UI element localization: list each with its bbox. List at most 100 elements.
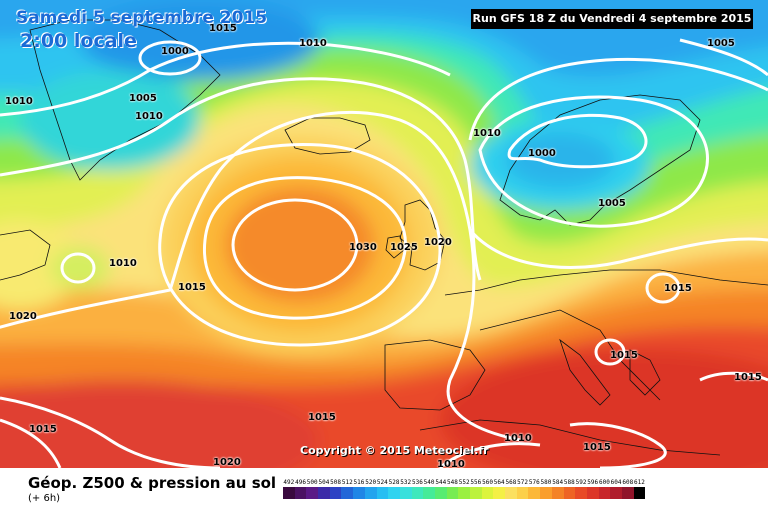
scale-label: 608 [622, 479, 634, 486]
scale-label: 548 [447, 479, 458, 486]
scale-swatch [341, 487, 354, 499]
scale-step: 536 [411, 478, 424, 499]
scale-label: 596 [587, 479, 599, 486]
scale-swatch [423, 487, 435, 499]
scale-step: 504 [318, 478, 330, 499]
scale-swatch [505, 487, 517, 499]
scale-label: 592 [575, 479, 587, 486]
scale-label: 496 [295, 479, 306, 486]
isobar-label: 1010 [109, 258, 137, 269]
isobar-label: 1015 [610, 350, 638, 361]
scale-step: 492 [283, 478, 295, 499]
scale-step: 524 [376, 478, 389, 499]
scale-step: 560 [481, 478, 494, 499]
scale-swatch [633, 487, 646, 499]
scale-label: 580 [540, 479, 552, 486]
scale-step: 612 [633, 478, 646, 499]
scale-step: 556 [470, 478, 482, 499]
scale-label: 584 [552, 479, 564, 486]
map-caption: Géop. Z500 & pression au sol [28, 474, 277, 492]
scale-swatch [586, 487, 599, 499]
scale-step: 604 [610, 478, 622, 499]
scale-swatch [610, 487, 622, 499]
scale-swatch [329, 487, 342, 499]
scale-swatch [575, 487, 587, 499]
scale-step: 584 [551, 478, 564, 499]
isobar-label: 1030 [349, 242, 377, 253]
scale-label: 612 [634, 479, 645, 486]
isobar-label: 1005 [129, 93, 157, 104]
scale-step: 580 [540, 478, 552, 499]
scale-swatch [528, 487, 541, 499]
footer: Géop. Z500 & pression au sol (+ 6h) 492 4… [0, 468, 768, 512]
isobar-label: 1025 [390, 242, 418, 253]
scale-swatch [294, 487, 307, 499]
scale-label: 568 [505, 479, 517, 486]
scale-swatch [283, 487, 295, 499]
scale-swatch [353, 487, 365, 499]
isobar-label: 1015 [29, 424, 57, 435]
isobar-label: 1000 [528, 148, 556, 159]
scale-step: 544 [434, 478, 447, 499]
scale-label: 572 [517, 479, 529, 486]
scale-label: 540 [423, 479, 435, 486]
scale-label: 492 [283, 479, 295, 486]
scale-label: 520 [365, 479, 377, 486]
scale-swatch [376, 487, 389, 499]
scale-step: 572 [516, 478, 529, 499]
scale-swatch [598, 487, 611, 499]
weather-map: 1015 1010 1005 1000 1010 1005 1010 1010 … [0, 0, 768, 468]
isobar-label: 1020 [9, 311, 37, 322]
isobar-label: 1005 [598, 198, 626, 209]
scale-swatch [364, 487, 377, 499]
scale-swatch [470, 487, 482, 499]
scale-swatch [458, 487, 470, 499]
scale-label: 576 [528, 479, 540, 486]
scale-label: 504 [318, 479, 330, 486]
scale-swatch [411, 487, 424, 499]
copyright-text: Copyright © 2015 Meteociel.fr [300, 444, 489, 457]
scale-swatch [516, 487, 529, 499]
scale-step: 508 [329, 478, 342, 499]
scale-label: 532 [400, 479, 412, 486]
isobar-label: 1015 [178, 282, 206, 293]
isobar-label: 1020 [213, 457, 241, 468]
isobar-label: 1010 [5, 96, 33, 107]
scale-step: 576 [528, 478, 541, 499]
color-scale-legend: 492 496 500 504 508 512 516 520 524 528 532 536 540 5… [283, 478, 646, 499]
scale-step: 608 [621, 478, 634, 499]
scale-label: 512 [341, 479, 353, 486]
isobar-label: 1015 [664, 283, 692, 294]
scale-label: 536 [411, 479, 423, 486]
scale-swatch [399, 487, 412, 499]
map-subcaption: (+ 6h) [28, 493, 61, 504]
isobar-label: 1005 [707, 38, 735, 49]
scale-swatch [621, 487, 634, 499]
scale-step: 528 [388, 478, 400, 499]
scale-label: 508 [330, 479, 342, 486]
scale-step: 600 [598, 478, 611, 499]
scale-swatch [318, 487, 330, 499]
coastlines [0, 19, 768, 456]
scale-label: 516 [353, 479, 365, 486]
scale-label: 500 [306, 479, 318, 486]
isobar-label: 1015 [734, 372, 762, 383]
scale-swatch [446, 487, 459, 499]
weather-map-svg [0, 0, 768, 468]
scale-label: 564 [493, 479, 505, 486]
isobar-label: 1015 [308, 412, 336, 423]
scale-label: 528 [388, 479, 400, 486]
isobar-label: 1010 [473, 128, 501, 139]
scale-swatch [493, 487, 506, 499]
scale-label: 600 [598, 479, 610, 486]
scale-swatch [434, 487, 447, 499]
scale-step: 532 [399, 478, 412, 499]
scale-step: 552 [458, 478, 470, 499]
scale-label: 524 [376, 479, 388, 486]
isobar-label: 1015 [209, 23, 237, 34]
scale-label: 556 [470, 479, 482, 486]
scale-swatch [563, 487, 576, 499]
scale-swatch [481, 487, 494, 499]
run-info-banner: Run GFS 18 Z du Vendredi 4 septembre 201… [471, 9, 753, 29]
scale-label: 588 [563, 479, 575, 486]
